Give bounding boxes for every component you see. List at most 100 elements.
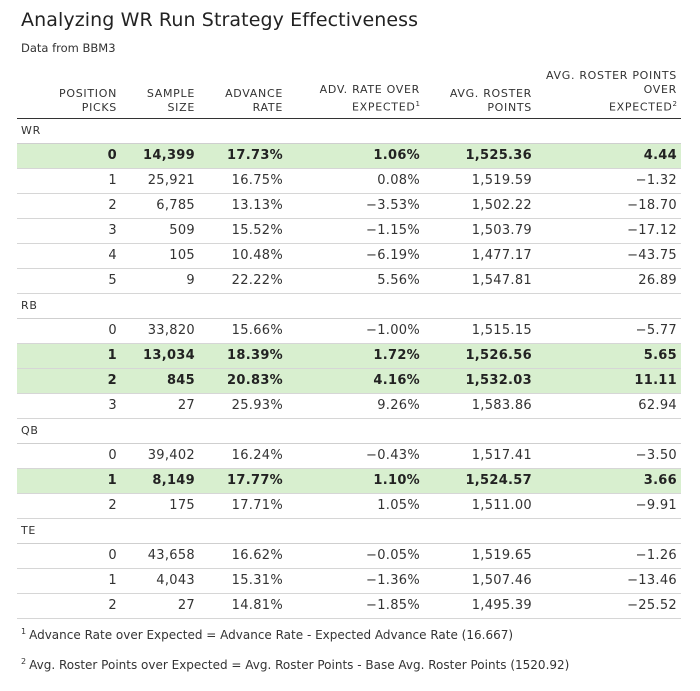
cell-adv-rate-over-expected: −3.53% [287,193,424,219]
cell-avg-roster-points: 1,507.46 [424,568,536,594]
column-header: ADVANCE RATE [199,69,287,119]
cell-sample-size: 105 [121,243,199,269]
column-header-line2: EXPECTED [352,100,416,114]
cell-position-picks: 3 [17,218,121,244]
cell-sample-size: 9 [121,268,199,294]
footnote-text: Advance Rate over Expected = Advance Rat… [29,628,514,642]
cell-position-picks: 0 [17,443,121,469]
cell-advance-rate: 15.66% [199,318,287,344]
cell-position-picks: 0 [17,318,121,344]
cell-sample-size: 27 [121,393,199,419]
cell-avg-roster-points: 1,532.03 [424,368,536,394]
table-row: 3 27 25.93% 9.26% 1,583.86 62.94 [17,393,681,419]
table-row: 1 25,921 16.75% 0.08% 1,519.59 −1.32 [17,168,681,194]
cell-advance-rate: 15.52% [199,218,287,244]
cell-advance-rate: 20.83% [199,368,287,394]
cell-points-over-expected: −1.32 [536,168,681,194]
cell-adv-rate-over-expected: 1.06% [287,143,424,169]
cell-advance-rate: 22.22% [199,268,287,294]
footnote-ref: 2 [672,100,677,108]
cell-adv-rate-over-expected: 4.16% [287,368,424,394]
cell-sample-size: 25,921 [121,168,199,194]
cell-advance-rate: 17.77% [199,468,287,494]
column-header-line2: POINTS [487,100,532,114]
cell-sample-size: 27 [121,593,199,619]
cell-points-over-expected: −13.46 [536,568,681,594]
cell-avg-roster-points: 1,517.41 [424,443,536,469]
table-row: 4 105 10.48% −6.19% 1,477.17 −43.75 [17,243,681,269]
table-row: 0 14,399 17.73% 1.06% 1,525.36 4.44 [17,143,681,169]
cell-position-picks: 2 [17,368,121,394]
column-header-line1: AVG. ROSTER [449,86,532,100]
table-header: POSITION PICKS SAMPLE SIZE ADVANCE RATE ADV. R… [17,69,681,119]
table-row: 3 509 15.52% −1.15% 1,503.79 −17.12 [17,218,681,244]
cell-avg-roster-points: 1,525.36 [424,143,536,169]
column-header: ADV. RATE OVER EXPECTED1 [287,69,424,119]
cell-adv-rate-over-expected: −6.19% [287,243,424,269]
column-header: AVG. ROSTER POINTS [424,69,536,119]
cell-adv-rate-over-expected: −0.43% [287,443,424,469]
cell-adv-rate-over-expected: −0.05% [287,543,424,569]
chart-subtitle: Data from BBM3 [21,41,116,55]
cell-points-over-expected: 11.11 [536,368,681,394]
cell-advance-rate: 16.75% [199,168,287,194]
cell-sample-size: 39,402 [121,443,199,469]
cell-position-picks: 2 [17,493,121,519]
column-header-line2: RATE [252,100,283,114]
cell-sample-size: 6,785 [121,193,199,219]
cell-sample-size: 509 [121,218,199,244]
cell-advance-rate: 15.31% [199,568,287,594]
cell-avg-roster-points: 1,547.81 [424,268,536,294]
cell-advance-rate: 17.73% [199,143,287,169]
cell-adv-rate-over-expected: −1.00% [287,318,424,344]
column-header-line1: AVG. ROSTER POINTS OVER [545,69,677,96]
cell-advance-rate: 18.39% [199,343,287,369]
cell-points-over-expected: −25.52 [536,593,681,619]
group-row: RB [17,293,681,319]
group-row: WR [17,118,681,144]
cell-position-picks: 2 [17,593,121,619]
cell-sample-size: 4,043 [121,568,199,594]
cell-sample-size: 8,149 [121,468,199,494]
cell-adv-rate-over-expected: −1.36% [287,568,424,594]
cell-position-picks: 1 [17,168,121,194]
cell-points-over-expected: 26.89 [536,268,681,294]
footnote-text: Avg. Roster Points over Expected = Avg. … [29,658,570,672]
table-row: 0 43,658 16.62% −0.05% 1,519.65 −1.26 [17,543,681,569]
cell-adv-rate-over-expected: 9.26% [287,393,424,419]
cell-position-picks: 0 [17,543,121,569]
table-row: 5 9 22.22% 5.56% 1,547.81 26.89 [17,268,681,294]
table-body: WR 0 14,399 17.73% 1.06% 1,525.36 4.44 1 25,921 1… [17,118,681,619]
cell-advance-rate: 16.24% [199,443,287,469]
cell-position-picks: 4 [17,243,121,269]
cell-adv-rate-over-expected: −1.15% [287,218,424,244]
cell-adv-rate-over-expected: 1.10% [287,468,424,494]
cell-position-picks: 0 [17,143,121,169]
table-row: 2 27 14.81% −1.85% 1,495.39 −25.52 [17,593,681,619]
cell-points-over-expected: 5.65 [536,343,681,369]
cell-avg-roster-points: 1,495.39 [424,593,536,619]
cell-avg-roster-points: 1,583.86 [424,393,536,419]
cell-avg-roster-points: 1,503.79 [424,218,536,244]
group-label: RB [17,293,681,319]
footnote-1: 1 Advance Rate over Expected = Advance Ra… [21,627,513,642]
column-header-line1: POSITION [59,86,117,100]
cell-position-picks: 1 [17,568,121,594]
table-row: 1 13,034 18.39% 1.72% 1,526.56 5.65 [17,343,681,369]
cell-avg-roster-points: 1,526.56 [424,343,536,369]
table-row: 2 6,785 13.13% −3.53% 1,502.22 −18.70 [17,193,681,219]
cell-sample-size: 43,658 [121,543,199,569]
column-header-line2: PICKS [81,100,117,114]
cell-advance-rate: 13.13% [199,193,287,219]
cell-adv-rate-over-expected: −1.85% [287,593,424,619]
column-header: SAMPLE SIZE [121,69,199,119]
footnote-2: 2 Avg. Roster Points over Expected = Avg.… [21,657,569,672]
cell-avg-roster-points: 1,524.57 [424,468,536,494]
cell-sample-size: 14,399 [121,143,199,169]
group-label: WR [17,118,681,144]
cell-avg-roster-points: 1,502.22 [424,193,536,219]
table-row: 0 39,402 16.24% −0.43% 1,517.41 −3.50 [17,443,681,469]
cell-advance-rate: 16.62% [199,543,287,569]
chart-title: Analyzing WR Run Strategy Effectiveness [21,9,419,31]
